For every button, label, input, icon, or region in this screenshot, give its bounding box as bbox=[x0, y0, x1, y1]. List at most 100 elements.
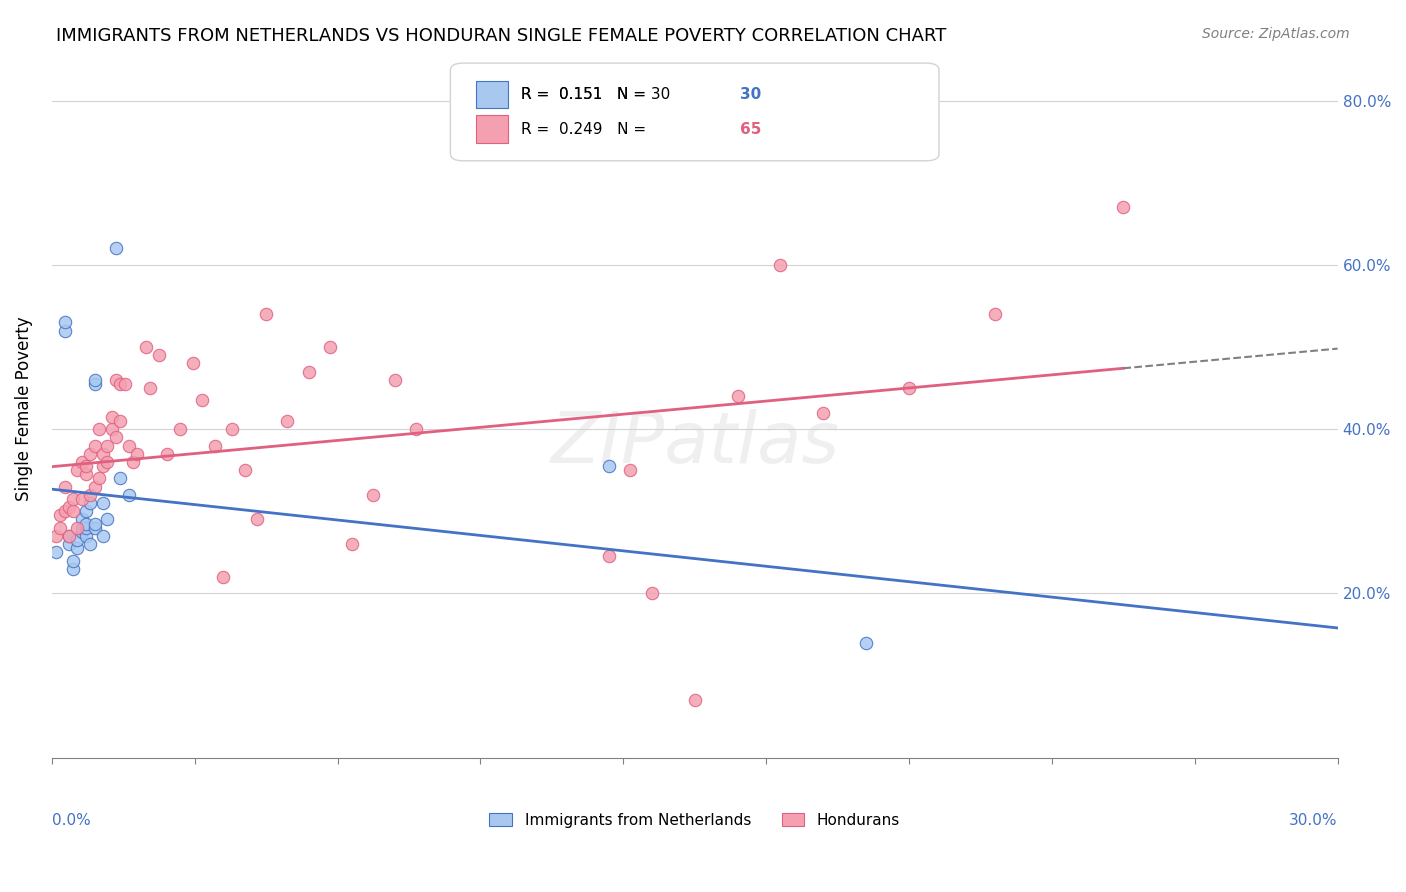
Text: 65: 65 bbox=[740, 122, 761, 136]
FancyBboxPatch shape bbox=[477, 115, 508, 144]
Point bbox=[405, 422, 427, 436]
Point bbox=[221, 422, 243, 436]
Point bbox=[62, 491, 84, 506]
Point bbox=[75, 521, 97, 535]
Point bbox=[83, 516, 105, 531]
Point bbox=[204, 439, 226, 453]
Point bbox=[53, 504, 76, 518]
Point bbox=[135, 340, 157, 354]
Text: 0.0%: 0.0% bbox=[52, 814, 90, 829]
Point bbox=[91, 459, 114, 474]
Point bbox=[110, 414, 132, 428]
Point bbox=[49, 521, 72, 535]
FancyBboxPatch shape bbox=[450, 63, 939, 161]
Point bbox=[361, 488, 384, 502]
Point bbox=[62, 562, 84, 576]
Point bbox=[276, 414, 298, 428]
Point bbox=[813, 406, 835, 420]
Point bbox=[105, 242, 128, 256]
Point bbox=[727, 389, 749, 403]
Point bbox=[70, 491, 93, 506]
Point bbox=[156, 447, 179, 461]
Point bbox=[769, 258, 792, 272]
Legend: Immigrants from Netherlands, Hondurans: Immigrants from Netherlands, Hondurans bbox=[484, 806, 905, 834]
Point bbox=[83, 480, 105, 494]
Point bbox=[91, 529, 114, 543]
Point bbox=[1112, 201, 1135, 215]
Point bbox=[191, 393, 214, 408]
Point bbox=[53, 315, 76, 329]
Point bbox=[598, 459, 620, 474]
Point bbox=[118, 488, 141, 502]
Point bbox=[70, 521, 93, 535]
Point bbox=[96, 455, 118, 469]
Point bbox=[91, 496, 114, 510]
Point bbox=[254, 307, 277, 321]
Point bbox=[148, 348, 170, 362]
Point bbox=[70, 512, 93, 526]
Point bbox=[169, 422, 191, 436]
Point bbox=[298, 365, 321, 379]
Point bbox=[598, 549, 620, 564]
Y-axis label: Single Female Poverty: Single Female Poverty bbox=[15, 317, 32, 501]
Point bbox=[105, 430, 128, 444]
Point bbox=[139, 381, 162, 395]
Point bbox=[340, 537, 363, 551]
Point bbox=[79, 496, 101, 510]
FancyBboxPatch shape bbox=[477, 80, 508, 109]
Point bbox=[127, 447, 149, 461]
Point bbox=[70, 455, 93, 469]
Point bbox=[100, 422, 122, 436]
Point bbox=[96, 512, 118, 526]
Point bbox=[683, 693, 706, 707]
Point bbox=[83, 376, 105, 391]
Point bbox=[100, 409, 122, 424]
Text: IMMIGRANTS FROM NETHERLANDS VS HONDURAN SINGLE FEMALE POVERTY CORRELATION CHART: IMMIGRANTS FROM NETHERLANDS VS HONDURAN … bbox=[56, 27, 946, 45]
Point bbox=[45, 545, 67, 559]
Point bbox=[62, 504, 84, 518]
Point bbox=[122, 455, 145, 469]
Point bbox=[58, 500, 80, 515]
Point bbox=[110, 471, 132, 485]
Point bbox=[319, 340, 342, 354]
Point bbox=[75, 529, 97, 543]
Point bbox=[58, 529, 80, 543]
Point bbox=[110, 376, 132, 391]
Point bbox=[75, 516, 97, 531]
Point bbox=[105, 373, 128, 387]
Point bbox=[75, 467, 97, 482]
Point bbox=[83, 521, 105, 535]
Point bbox=[66, 521, 89, 535]
Point bbox=[87, 471, 110, 485]
Point bbox=[75, 504, 97, 518]
Point bbox=[45, 529, 67, 543]
Point bbox=[70, 524, 93, 539]
Point bbox=[49, 508, 72, 523]
Text: ZIPatlas: ZIPatlas bbox=[550, 409, 839, 478]
Text: 30.0%: 30.0% bbox=[1289, 814, 1337, 829]
Point bbox=[91, 447, 114, 461]
Point bbox=[96, 439, 118, 453]
Point bbox=[855, 635, 877, 649]
Point bbox=[79, 537, 101, 551]
Point bbox=[212, 570, 235, 584]
Point bbox=[66, 533, 89, 547]
Point bbox=[79, 488, 101, 502]
Point bbox=[233, 463, 256, 477]
Point bbox=[83, 439, 105, 453]
Point bbox=[58, 537, 80, 551]
Point bbox=[87, 422, 110, 436]
Point bbox=[983, 307, 1005, 321]
Point bbox=[79, 447, 101, 461]
Point bbox=[619, 463, 641, 477]
Point bbox=[58, 529, 80, 543]
Point bbox=[66, 463, 89, 477]
Point bbox=[384, 373, 406, 387]
Point bbox=[181, 356, 204, 370]
Point bbox=[246, 512, 269, 526]
Point bbox=[62, 553, 84, 567]
Point bbox=[53, 324, 76, 338]
Text: R =  0.151   N =: R = 0.151 N = bbox=[522, 87, 651, 102]
Text: 30: 30 bbox=[740, 87, 761, 102]
Point bbox=[83, 373, 105, 387]
